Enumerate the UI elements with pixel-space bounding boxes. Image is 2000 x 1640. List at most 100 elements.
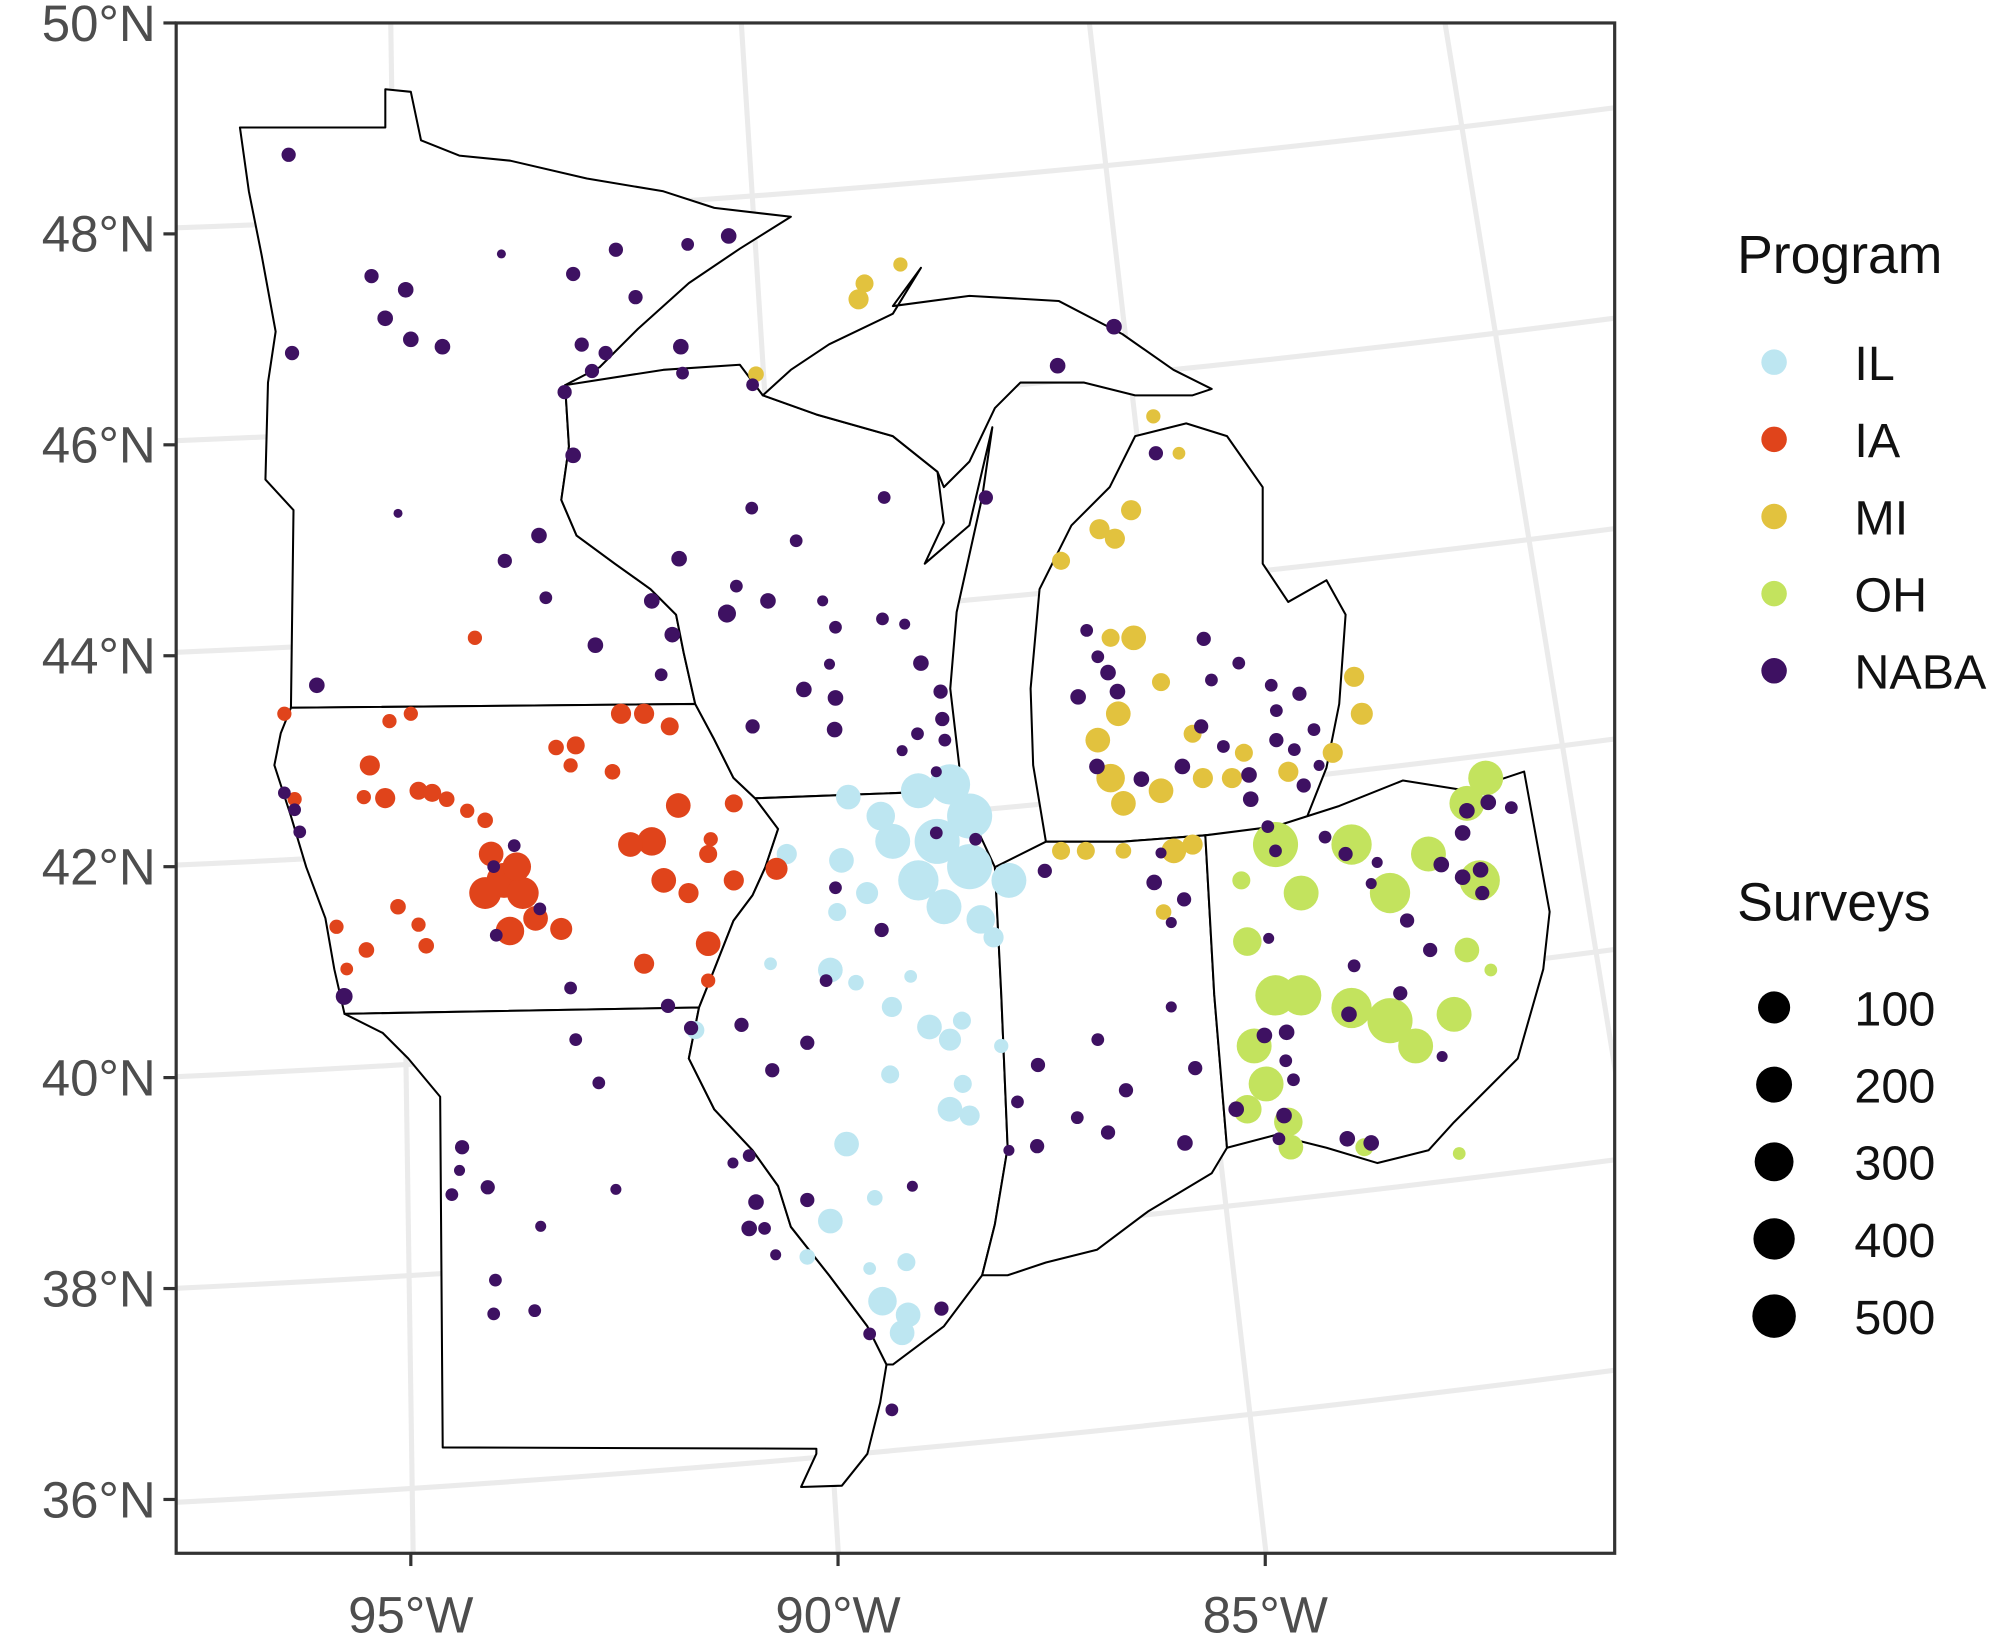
survey-point-naba xyxy=(1341,1006,1357,1023)
survey-point-il xyxy=(866,1190,883,1206)
survey-point-naba xyxy=(1228,1101,1245,1118)
survey-point-naba xyxy=(1091,650,1105,664)
survey-point-naba xyxy=(489,1273,502,1287)
survey-point-naba xyxy=(823,658,836,670)
survey-point-oh xyxy=(1398,1028,1434,1064)
survey-point-naba xyxy=(1194,719,1209,734)
legend-key-oh xyxy=(1761,580,1787,607)
survey-point-ia xyxy=(550,917,573,940)
legend-label-oh: OH xyxy=(1854,568,1927,622)
survey-point-il xyxy=(818,1208,843,1234)
survey-point-naba xyxy=(938,733,952,747)
survey-point-naba xyxy=(364,268,379,284)
survey-point-naba xyxy=(1205,673,1218,687)
survey-point-naba xyxy=(377,310,394,327)
survey-point-mi xyxy=(1096,763,1125,793)
survey-point-ia xyxy=(418,937,435,954)
survey-point-ia xyxy=(724,794,743,813)
survey-point-ia xyxy=(502,852,532,881)
survey-point-naba xyxy=(497,553,512,568)
survey-point-naba xyxy=(1177,1135,1193,1151)
survey-point-naba xyxy=(1475,885,1490,901)
survey-point-ia xyxy=(618,832,643,857)
survey-point-ia xyxy=(358,942,375,958)
survey-point-naba xyxy=(454,1164,466,1176)
survey-point-naba xyxy=(277,786,291,800)
survey-point-naba xyxy=(827,690,844,706)
survey-point-naba xyxy=(608,242,624,257)
survey-point-naba xyxy=(1242,791,1259,807)
survey-point-naba xyxy=(676,366,689,380)
survey-point-naba xyxy=(288,803,301,817)
survey-point-naba xyxy=(565,447,581,464)
survey-point-il xyxy=(917,1014,942,1040)
legend-key-naba xyxy=(1761,658,1787,684)
survey-point-naba xyxy=(569,1033,583,1047)
legend-key-ia xyxy=(1761,426,1787,453)
survey-point-mi xyxy=(1089,519,1110,540)
survey-point-naba xyxy=(1399,913,1415,928)
survey-point-mi xyxy=(1278,761,1299,782)
survey-point-naba xyxy=(1307,723,1321,736)
survey-point-ia xyxy=(423,783,442,802)
survey-point-il xyxy=(848,974,864,991)
panel-border xyxy=(174,21,1617,1555)
survey-point-naba xyxy=(1365,878,1377,890)
survey-point-ia xyxy=(375,788,396,809)
survey-point-il xyxy=(829,847,854,873)
survey-point-naba xyxy=(628,290,643,305)
survey-point-naba xyxy=(1029,1139,1045,1154)
survey-point-oh xyxy=(1367,998,1413,1044)
survey-point-mi xyxy=(1076,841,1095,860)
survey-point-naba xyxy=(817,595,829,607)
survey-point-naba xyxy=(1338,846,1353,862)
survey-point-naba xyxy=(1296,778,1311,793)
legend-surveys-title: Surveys xyxy=(1737,874,1930,933)
legend-program: Program IL IA MI OH NABA xyxy=(1737,226,1987,700)
survey-point-mi xyxy=(1111,791,1136,816)
survey-point-naba xyxy=(796,681,812,698)
survey-point-ia xyxy=(356,789,371,805)
survey-point-naba xyxy=(742,1149,756,1163)
survey-point-mi xyxy=(1146,409,1161,424)
x-axis: 95°W 90°W 85°W xyxy=(348,1553,1328,1640)
survey-point-il xyxy=(904,969,918,983)
y-tick-label: 40°N xyxy=(42,1049,156,1106)
survey-point-mi xyxy=(848,289,869,310)
survey-point-il xyxy=(947,844,993,890)
survey-point-naba xyxy=(1261,820,1275,833)
survey-point-ia xyxy=(765,857,788,880)
legend-size-label: 100 xyxy=(1854,982,1935,1036)
survey-point-mi xyxy=(1052,841,1071,860)
survey-point-naba xyxy=(1241,767,1257,783)
survey-point-naba xyxy=(911,727,924,741)
survey-point-naba xyxy=(978,490,993,505)
survey-point-ia xyxy=(665,793,691,818)
survey-point-naba xyxy=(654,668,668,682)
survey-point-ia xyxy=(340,962,354,976)
survey-point-naba xyxy=(434,338,451,355)
survey-point-il xyxy=(897,1253,916,1272)
survey-point-naba xyxy=(1091,1033,1105,1047)
survey-point-naba xyxy=(1480,794,1497,811)
survey-point-naba xyxy=(1089,758,1105,775)
survey-point-naba xyxy=(1371,856,1383,868)
survey-point-mi xyxy=(1101,628,1120,647)
survey-point-naba xyxy=(681,238,695,251)
survey-point-il xyxy=(875,823,911,859)
survey-point-oh xyxy=(1233,1094,1262,1124)
survey-point-il xyxy=(900,773,936,809)
survey-point-naba xyxy=(829,620,842,634)
survey-point-naba xyxy=(309,677,325,694)
survey-point-ia xyxy=(506,877,539,909)
survey-point-naba xyxy=(789,534,803,548)
survey-point-ia xyxy=(409,781,428,800)
survey-point-naba xyxy=(1363,1135,1380,1151)
survey-point-naba xyxy=(746,378,759,392)
survey-point-oh xyxy=(1468,760,1504,796)
survey-point-mi xyxy=(1104,528,1125,549)
survey-point-oh xyxy=(1369,872,1411,914)
survey-point-ia xyxy=(287,792,302,807)
survey-point-ia xyxy=(495,916,525,946)
survey-point-naba xyxy=(1070,1111,1084,1125)
